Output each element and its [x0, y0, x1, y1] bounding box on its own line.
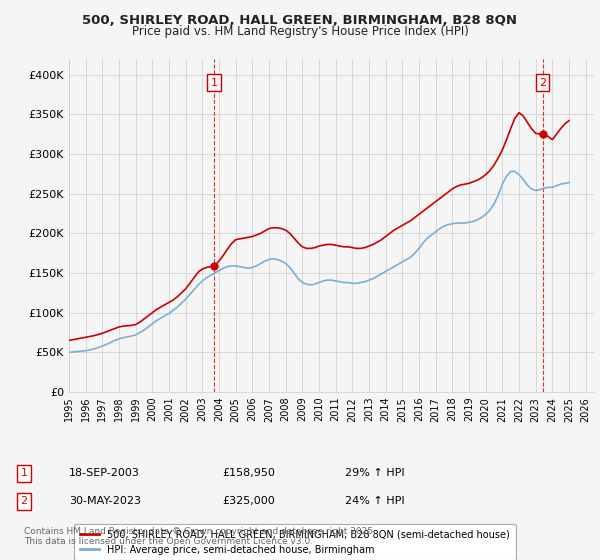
- Legend: 500, SHIRLEY ROAD, HALL GREEN, BIRMINGHAM, B28 8QN (semi-detached house), HPI: A: 500, SHIRLEY ROAD, HALL GREEN, BIRMINGHA…: [74, 524, 515, 560]
- Text: £158,950: £158,950: [222, 468, 275, 478]
- Text: 500, SHIRLEY ROAD, HALL GREEN, BIRMINGHAM, B28 8QN: 500, SHIRLEY ROAD, HALL GREEN, BIRMINGHA…: [83, 14, 517, 27]
- Text: 30-MAY-2023: 30-MAY-2023: [69, 496, 141, 506]
- Text: 2: 2: [20, 496, 28, 506]
- Text: £325,000: £325,000: [222, 496, 275, 506]
- Text: Price paid vs. HM Land Registry's House Price Index (HPI): Price paid vs. HM Land Registry's House …: [131, 25, 469, 38]
- Text: 2: 2: [539, 78, 546, 87]
- Text: 29% ↑ HPI: 29% ↑ HPI: [345, 468, 404, 478]
- Text: 18-SEP-2003: 18-SEP-2003: [69, 468, 140, 478]
- Text: 1: 1: [20, 468, 28, 478]
- Text: Contains HM Land Registry data © Crown copyright and database right 2025.
This d: Contains HM Land Registry data © Crown c…: [24, 526, 376, 546]
- Text: 24% ↑ HPI: 24% ↑ HPI: [345, 496, 404, 506]
- Text: 1: 1: [211, 78, 218, 87]
